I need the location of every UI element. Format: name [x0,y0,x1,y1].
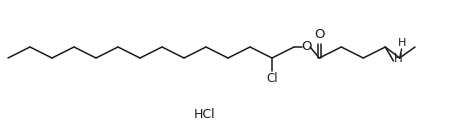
Text: Cl: Cl [266,72,278,85]
Text: HCl: HCl [194,108,216,121]
Text: H: H [397,38,406,48]
Text: O: O [314,28,325,41]
Text: H: H [394,51,403,65]
Text: O: O [301,40,311,54]
